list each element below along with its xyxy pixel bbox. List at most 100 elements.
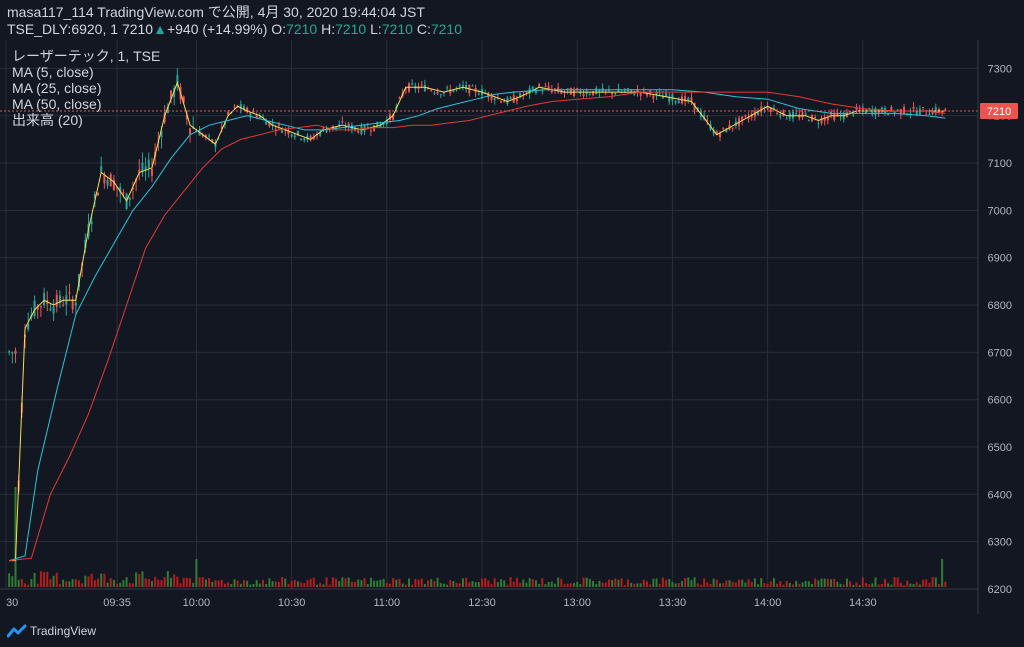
volume-bar — [33, 572, 36, 587]
volume-bar — [227, 582, 230, 587]
volume-bar — [223, 583, 226, 587]
candle-body — [74, 302, 77, 306]
tradingview-brand[interactable]: TradingView — [30, 624, 97, 638]
open-value: 7210 — [286, 21, 318, 37]
volume-bar — [74, 579, 77, 587]
volume-bar — [626, 579, 629, 587]
candle-body — [588, 94, 591, 96]
last-price-tag: 7210 — [980, 102, 1018, 119]
volume-bar — [560, 578, 563, 587]
volume-bar — [119, 582, 122, 587]
candle-body — [8, 351, 11, 353]
volume-bar — [855, 582, 858, 587]
volume-bar — [772, 578, 775, 587]
volume-bar — [274, 581, 277, 587]
candle-body — [674, 100, 677, 103]
candle-body — [582, 93, 585, 96]
candlestick-series — [8, 68, 947, 494]
legend-ma5: MA (5, close) — [12, 64, 94, 80]
candle-body — [874, 108, 877, 116]
volume-bar — [652, 578, 655, 587]
candle-body — [369, 130, 372, 132]
candle-body — [93, 193, 96, 198]
candle-body — [461, 85, 464, 87]
volume-bar — [588, 578, 591, 587]
price-tag-label: 7210 — [987, 106, 1011, 118]
volume-bar — [233, 579, 236, 587]
volume-bar — [201, 577, 204, 587]
candle-body — [227, 111, 230, 115]
candle-body — [928, 113, 931, 115]
volume-bar — [528, 578, 531, 587]
legend-symbol: レーザーテック, 1, TSE — [12, 48, 160, 64]
volume-bar — [411, 584, 414, 587]
volume-bar — [680, 580, 683, 587]
volume-bar — [712, 578, 715, 587]
volume-bar — [931, 577, 934, 587]
volume-bar — [598, 580, 601, 587]
candle-body — [112, 179, 115, 190]
volume-bar — [674, 583, 677, 587]
volume-bar — [62, 579, 65, 587]
price-axis[interactable]: 6200 6300 6400 6500 6600 6700 6800 6900 7000 7100… — [988, 63, 1012, 596]
candle-body — [598, 90, 601, 93]
candle-body — [925, 113, 928, 115]
volume-bar — [811, 584, 814, 587]
candle-body — [820, 117, 823, 124]
volume-bar — [166, 571, 169, 587]
candle-body — [338, 124, 341, 127]
close-label: C: — [416, 21, 431, 37]
candle-body — [877, 110, 880, 115]
volume-bar — [500, 579, 503, 587]
candle-body — [185, 114, 188, 120]
volume-bar — [163, 577, 166, 587]
candle-body — [725, 128, 728, 133]
legend-volume: 出来高 (20) — [12, 112, 83, 128]
volume-bar — [623, 584, 626, 587]
volume-bar — [569, 583, 572, 587]
candle-body — [757, 112, 760, 115]
candle-body — [322, 127, 325, 129]
price-tick-label: 6400 — [988, 489, 1012, 501]
volume-bar — [173, 574, 176, 587]
volume-bar — [893, 577, 896, 587]
candle-body — [855, 106, 858, 110]
volume-bar — [512, 581, 515, 587]
candle-body — [722, 127, 725, 129]
volume-bar — [252, 584, 255, 587]
volume-bar — [468, 582, 471, 587]
candle-body — [62, 304, 65, 306]
low-value: 7210 — [381, 21, 413, 37]
volume-bar — [369, 577, 372, 587]
volume-bar — [290, 581, 293, 587]
candle-body — [668, 96, 671, 102]
volume-bar — [776, 583, 779, 587]
volume-bar — [817, 580, 820, 587]
volume-bar — [544, 584, 547, 587]
candle-body — [458, 84, 461, 87]
volume-bar — [937, 583, 940, 587]
volume-bar — [636, 583, 639, 587]
candle-body — [208, 135, 211, 137]
volume-bar — [43, 571, 46, 587]
price-chart[interactable]: 6200 6300 6400 6500 6600 6700 6800 6900 7000 7100… — [0, 40, 1024, 614]
volume-bar — [154, 576, 157, 587]
candle-body — [309, 136, 312, 138]
volume-bar — [185, 577, 188, 587]
candle-body — [277, 124, 280, 126]
volume-bar — [506, 584, 509, 587]
candle-body — [741, 116, 744, 121]
volume-bar — [131, 583, 134, 587]
price-tick-label: 7100 — [988, 158, 1012, 170]
volume-bar — [262, 579, 265, 587]
tradingview-logo-icon[interactable] — [7, 624, 27, 638]
candle-body — [442, 91, 445, 94]
candle-body — [614, 93, 617, 95]
volume-bar — [614, 578, 617, 587]
volume-bar — [912, 584, 915, 587]
volume-bar — [258, 583, 261, 587]
candle-body — [887, 113, 890, 116]
volume-bar — [522, 579, 525, 587]
volume-bar — [55, 572, 58, 587]
time-axis[interactable]: 30 09:35 10:00 10:30 11:00 12:30 13:00 13:30 14:… — [6, 597, 877, 609]
